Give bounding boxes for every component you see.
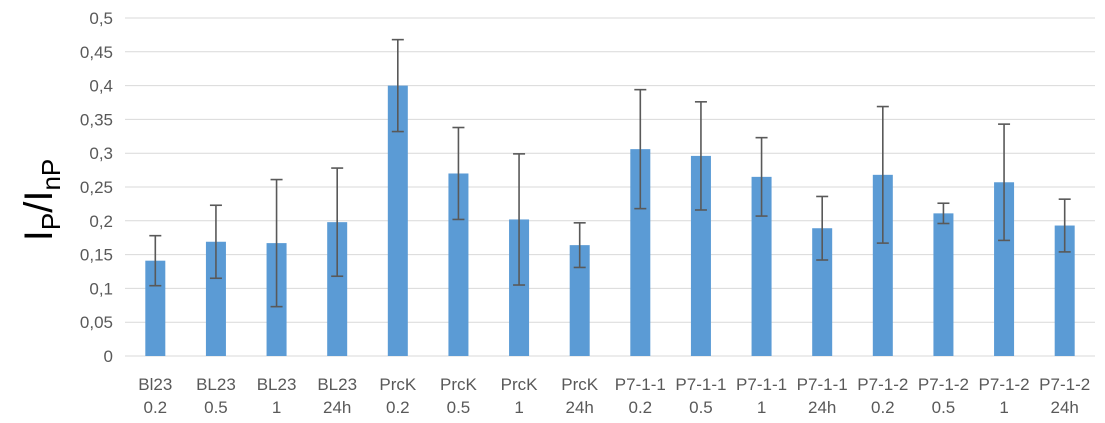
error-bar (634, 88, 647, 210)
x-tick-label: 1 (757, 398, 766, 417)
y-tick-label: 0,25 (80, 178, 113, 197)
x-tick-label: PrcK (501, 375, 539, 394)
x-tick-label: 1 (514, 398, 523, 417)
y-tick-label: 0,45 (80, 43, 113, 62)
y-tick-label: 0,15 (80, 246, 113, 265)
y-axis-ticks: 0 0,05 0,1 0,15 0,2 0,25 0,3 0,35 0,4 0,45 0,5 (80, 9, 113, 366)
y-tick-label: 0,1 (89, 279, 113, 298)
y-axis-label: IP/InP (17, 159, 66, 242)
bar (690, 155, 711, 356)
x-tick-label: Bl23 (138, 375, 172, 394)
x-tick-label: 0.5 (447, 398, 471, 417)
gridlines (125, 17, 1095, 357)
bar (630, 149, 651, 356)
x-tick-label: P7-1-2 (918, 375, 969, 394)
y-tick-label: 0,3 (89, 144, 113, 163)
error-bar (1058, 198, 1071, 253)
bar (509, 219, 530, 356)
error-bar (513, 153, 526, 286)
x-tick-label: PrcK (561, 375, 599, 394)
y-tick-label: 0,2 (89, 212, 113, 231)
x-tick-label: BL23 (196, 375, 236, 394)
error-bar (573, 222, 586, 269)
x-tick-label: BL23 (257, 375, 297, 394)
bar (933, 213, 954, 356)
error-bar (937, 202, 950, 225)
error-bar (149, 234, 162, 287)
y-tick-label: 0 (104, 347, 113, 366)
x-tick-label: P7-1-2 (857, 375, 908, 394)
x-tick-label: 24h (808, 398, 836, 417)
bar (145, 260, 166, 356)
x-tick-label: P7-1-1 (797, 375, 848, 394)
y-tick-label: 0,5 (89, 9, 113, 28)
x-tick-label: P7-1-2 (1039, 375, 1090, 394)
bar (327, 222, 348, 356)
x-tick-label: P7-1-1 (736, 375, 787, 394)
error-bar (998, 123, 1011, 242)
x-tick-label: 0.2 (628, 398, 652, 417)
x-tick-label: 0.2 (871, 398, 895, 417)
bar (872, 174, 893, 356)
x-tick-label: 0.5 (932, 398, 956, 417)
error-bar (452, 126, 465, 221)
x-tick-label: 0.2 (386, 398, 410, 417)
x-tick-label: 24h (566, 398, 594, 417)
bar (387, 85, 408, 356)
bar (569, 245, 590, 356)
x-tick-label: P7-1-1 (615, 375, 666, 394)
x-tick-label: 24h (1051, 398, 1079, 417)
x-tick-label: 0.5 (689, 398, 713, 417)
y-tick-label: 0,4 (89, 77, 113, 96)
x-tick-label: PrcK (379, 375, 417, 394)
y-tick-label: 0,05 (80, 313, 113, 332)
error-bar (816, 195, 829, 261)
x-axis-ticks: Bl23 0.2 BL23 0.5 BL23 1 BL23 24h PrcK 0.2 PrcK 0.5… (138, 375, 1090, 417)
error-bars (149, 38, 1071, 308)
error-bar (694, 101, 707, 211)
x-tick-label: PrcK (440, 375, 478, 394)
x-tick-label: 0.2 (143, 398, 167, 417)
x-tick-label: 1 (272, 398, 281, 417)
error-bar (209, 204, 222, 280)
error-bar (331, 167, 344, 278)
x-tick-label: 1 (999, 398, 1008, 417)
x-tick-label: P7-1-1 (675, 375, 726, 394)
error-bar (270, 178, 283, 308)
x-tick-label: 0.5 (204, 398, 228, 417)
bar (205, 241, 226, 356)
bars (145, 85, 1075, 356)
x-tick-label: 24h (323, 398, 351, 417)
x-tick-label: P7-1-2 (979, 375, 1030, 394)
error-bar (876, 105, 889, 244)
error-bar (391, 38, 404, 133)
x-tick-label: BL23 (317, 375, 357, 394)
y-tick-label: 0,35 (80, 110, 113, 129)
bar (994, 182, 1015, 356)
bar (1054, 225, 1075, 356)
bar (751, 176, 772, 356)
error-bar (755, 136, 768, 217)
